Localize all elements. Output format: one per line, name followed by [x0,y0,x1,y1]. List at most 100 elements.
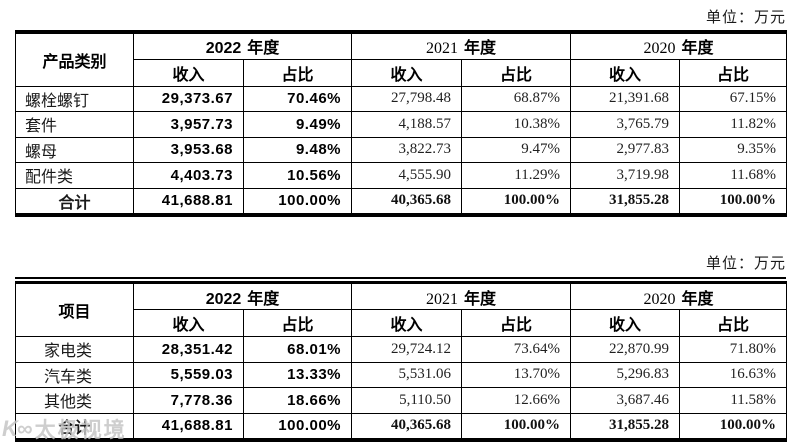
cell-2022-revenue: 3,953.68 [133,136,244,163]
year-2021: 2021 [426,290,459,308]
cell-2021-revenue: 4,555.90 [351,162,463,189]
cell-2020-revenue: 3,765.79 [570,111,681,138]
cell-2021-share: 100.00% [461,187,572,215]
col-header-share: 占比 [679,309,788,337]
cell-2020-share: 9.35% [679,136,788,163]
cell-2022-share: 9.48% [242,136,353,163]
table-row: 其他类 7,778.36 18.66% 5,110.50 12.66% 3,68… [15,387,788,414]
year-suffix: 年度 [464,40,497,58]
cell-2022-revenue: 29,373.67 [133,85,244,112]
col-header-revenue: 收入 [570,58,681,87]
row-label: 螺母 [15,136,134,163]
col-header-share: 占比 [242,309,353,337]
row-label: 汽车类 [15,361,134,388]
cell-2020-revenue: 3,719.98 [570,162,681,189]
cell-2020-share: 16.63% [679,361,788,388]
year-suffix: 年度 [464,290,497,308]
row-label: 螺栓螺钉 [15,85,134,112]
cell-2020-revenue: 31,855.28 [570,187,681,215]
year-2022: 2022 [205,40,242,58]
table1-header-2022: 2022 年度 [132,31,353,60]
cell-2020-share: 100.00% [679,412,788,440]
cell-2020-share: 100.00% [679,187,788,215]
row-label-total: 合计 [15,412,134,440]
cell-2022-revenue: 28,351.42 [133,336,244,363]
cell-2022-revenue: 7,778.36 [133,387,244,414]
cell-2021-share: 9.47% [461,136,572,163]
row-label: 家电类 [15,336,134,363]
col-header-revenue: 收入 [570,309,681,337]
cell-2020-revenue: 3,687.46 [570,387,681,414]
year-suffix: 年度 [681,40,714,58]
year-2020: 2020 [643,290,676,308]
row-label: 套件 [15,111,134,138]
cell-2022-revenue: 3,957.73 [133,111,244,138]
cell-2021-revenue: 40,365.68 [351,187,463,215]
year-suffix: 年度 [247,290,280,308]
cell-2021-revenue: 4,188.57 [351,111,463,138]
cell-2021-revenue: 5,110.50 [351,387,463,414]
table-row: 汽车类 5,559.03 13.33% 5,531.06 13.70% 5,29… [15,361,788,388]
cell-2020-revenue: 2,977.83 [570,136,681,163]
row-label: 配件类 [15,162,134,189]
table2-header-2022: 2022 年度 [132,282,353,310]
cell-2021-share: 100.00% [461,412,572,440]
col-header-revenue: 收入 [351,58,463,87]
cell-2020-share: 11.82% [679,111,788,138]
cell-2021-revenue: 3,822.73 [351,136,463,163]
category-revenue-table: 项目 2022 年度 2021 年度 2020 年度 收入 占比 收入 占比 收入 占… [15,277,788,442]
table-row: 套件 3,957.73 9.49% 4,188.57 10.38% 3,765.… [15,111,788,138]
cell-2022-share: 100.00% [242,412,353,440]
cell-2020-share: 71.80% [679,336,788,363]
cell-2020-revenue: 31,855.28 [570,412,681,440]
year-2020: 2020 [643,40,676,58]
year-2022: 2022 [205,290,242,308]
table1-subheader-row: 收入 占比 收入 占比 收入 占比 [16,58,788,87]
col-header-share: 占比 [461,58,572,87]
cell-2022-share: 10.56% [242,162,353,189]
table1-year-header-row: 产品类别 2022 年度 2021 年度 2020 年度 [15,31,788,87]
col-header-revenue: 收入 [133,309,244,337]
cell-2022-revenue: 41,688.81 [133,412,244,440]
table1-header-2020: 2020 年度 [570,31,788,60]
cell-2020-share: 11.58% [679,387,788,414]
cell-2022-share: 9.49% [242,111,353,138]
cell-2021-revenue: 5,531.06 [351,361,463,388]
cell-2020-revenue: 21,391.68 [570,85,681,112]
table2-label-header: 项目 [15,282,134,337]
cell-2021-share: 12.66% [461,387,572,414]
cell-2020-share: 11.68% [679,162,788,189]
cell-2022-revenue: 41,688.81 [133,187,244,215]
cell-2021-share: 73.64% [461,336,572,363]
col-header-share: 占比 [679,58,788,87]
cell-2022-share: 68.01% [242,336,353,363]
col-header-share: 占比 [242,58,353,87]
cell-2020-share: 67.15% [679,85,788,112]
table-total-row: 合计 41,688.81 100.00% 40,365.68 100.00% 3… [15,412,788,440]
cell-2021-revenue: 27,798.48 [351,85,463,112]
unit-label-table1: 单位：万元 [705,10,786,26]
unit-label-table2: 单位：万元 [705,256,786,272]
cell-2020-revenue: 5,296.83 [570,361,681,388]
cell-2020-revenue: 22,870.99 [570,336,681,363]
table2-year-header-row: 项目 2022 年度 2021 年度 2020 年度 [15,282,788,337]
cell-2022-revenue: 4,403.73 [133,162,244,189]
col-header-revenue: 收入 [133,58,244,87]
year-suffix: 年度 [681,290,714,308]
col-header-share: 占比 [461,309,572,337]
cell-2021-share: 13.70% [461,361,572,388]
table1-header-2021: 2021 年度 [351,31,572,60]
table2-header-2021: 2021 年度 [351,282,572,310]
cell-2022-share: 100.00% [242,187,353,215]
cell-2021-share: 10.38% [461,111,572,138]
col-header-revenue: 收入 [351,309,463,337]
row-label-total: 合计 [15,187,134,215]
table1-label-header: 产品类别 [15,31,134,87]
table-row: 家电类 28,351.42 68.01% 29,724.12 73.64% 22… [15,336,788,363]
table-row: 螺母 3,953.68 9.48% 3,822.73 9.47% 2,977.8… [15,136,788,163]
product-category-revenue-table: 产品类别 2022 年度 2021 年度 2020 年度 收入 占比 收入 占比 收入… [15,30,788,217]
cell-2021-share: 68.87% [461,85,572,112]
cell-2022-share: 18.66% [242,387,353,414]
year-suffix: 年度 [247,40,280,58]
table-row: 配件类 4,403.73 10.56% 4,555.90 11.29% 3,71… [15,162,788,189]
